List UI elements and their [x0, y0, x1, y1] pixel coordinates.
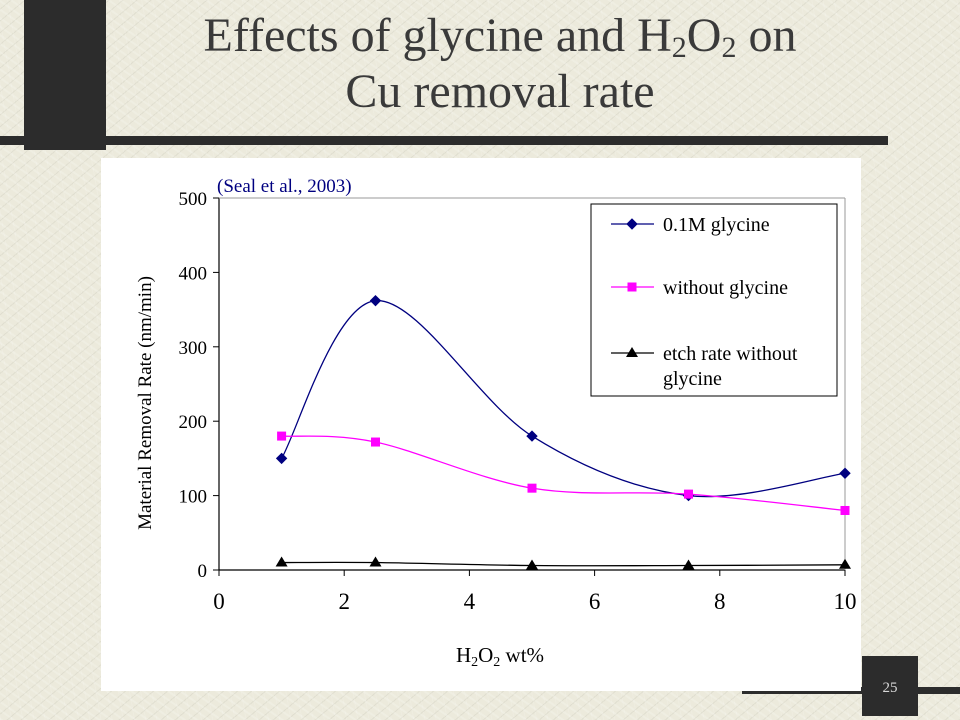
- data-point: [526, 559, 538, 570]
- title-text-mid: O: [686, 9, 722, 62]
- axes: 0 100 200 300 400 500 0 2 4 6 8 10: [179, 189, 857, 614]
- data-point: [527, 483, 537, 493]
- legend-item: etch rate without glycine: [611, 343, 798, 390]
- data-point: [275, 556, 288, 567]
- x-tick-label: 8: [714, 589, 726, 614]
- legend-label: 0.1M glycine: [663, 214, 770, 236]
- etch-rate-series: [275, 556, 851, 570]
- x-label-mid: O: [478, 643, 493, 667]
- title-text-post: on: [736, 9, 797, 62]
- data-point: [839, 558, 851, 569]
- chart-annotation: (Seal et al., 2003): [217, 176, 352, 197]
- data-point: [839, 467, 851, 479]
- data-point: [684, 489, 693, 499]
- data-point: [275, 452, 288, 465]
- page-number: 25: [862, 656, 918, 716]
- x-tick-label: 10: [834, 589, 857, 614]
- legend-item: 0.1M glycine: [611, 214, 770, 236]
- title-subscript-1: 2: [671, 31, 687, 64]
- legend-label-line-2: glycine: [663, 368, 722, 390]
- data-point: [369, 294, 382, 307]
- series-line: [281, 300, 846, 498]
- y-tick-label: 300: [179, 338, 208, 359]
- data-point: [840, 505, 850, 515]
- y-tick-label: 400: [179, 263, 208, 284]
- legend-label: without glycine: [663, 277, 788, 299]
- series-line: [281, 561, 846, 567]
- x-tick-label: 4: [464, 589, 476, 614]
- data-point: [277, 431, 287, 441]
- title-divider-bar: [0, 136, 888, 145]
- x-tick-label: 0: [213, 589, 225, 614]
- legend-item: without glycine: [611, 277, 788, 299]
- x-label-sub-2: 2: [493, 655, 500, 670]
- legend-marker: [626, 347, 638, 357]
- x-tick-label: 2: [338, 589, 350, 614]
- y-tick-label: 200: [179, 412, 208, 433]
- x-label-sub-1: 2: [471, 655, 478, 670]
- y-axis-label: Material Removal Rate (nm/min): [135, 276, 156, 530]
- data-point: [369, 556, 382, 567]
- series-line: [281, 435, 846, 512]
- x-label-post: wt%: [500, 643, 544, 667]
- title-text-pre: Effects of glycine and H: [203, 9, 672, 62]
- legend-label: etch rate without: [663, 343, 798, 365]
- title-line-2: Cu removal rate: [345, 65, 655, 118]
- x-label-pre: H: [456, 643, 471, 667]
- chart-canvas: (Seal et al., 2003) 0 100 200 300 400 500 0 2 4 6…: [135, 176, 857, 670]
- y-tick-label: 100: [179, 487, 208, 508]
- data-point: [371, 437, 380, 447]
- legend-box: [590, 203, 838, 397]
- slide-title: Effects of glycine and H2O2 on Cu remova…: [110, 8, 890, 120]
- x-axis-label: H2O2 wt%: [456, 643, 544, 670]
- data-point: [682, 559, 695, 570]
- legend-marker: [626, 218, 638, 230]
- series-group: [275, 294, 851, 570]
- legend: 0.1M glycine without glycine etch rate wit…: [590, 203, 838, 397]
- y-tick-label: 500: [179, 189, 208, 210]
- chart-panel: (Seal et al., 2003) 0 100 200 300 400 500 0 2 4 6…: [101, 158, 861, 691]
- title-subscript-2: 2: [721, 31, 737, 64]
- x-tick-label: 6: [589, 589, 601, 614]
- legend-marker: [627, 282, 637, 292]
- without-glycine-series: [277, 431, 850, 515]
- title-accent-block: [24, 0, 106, 150]
- data-point: [526, 430, 538, 442]
- y-tick-label: 0: [198, 561, 208, 582]
